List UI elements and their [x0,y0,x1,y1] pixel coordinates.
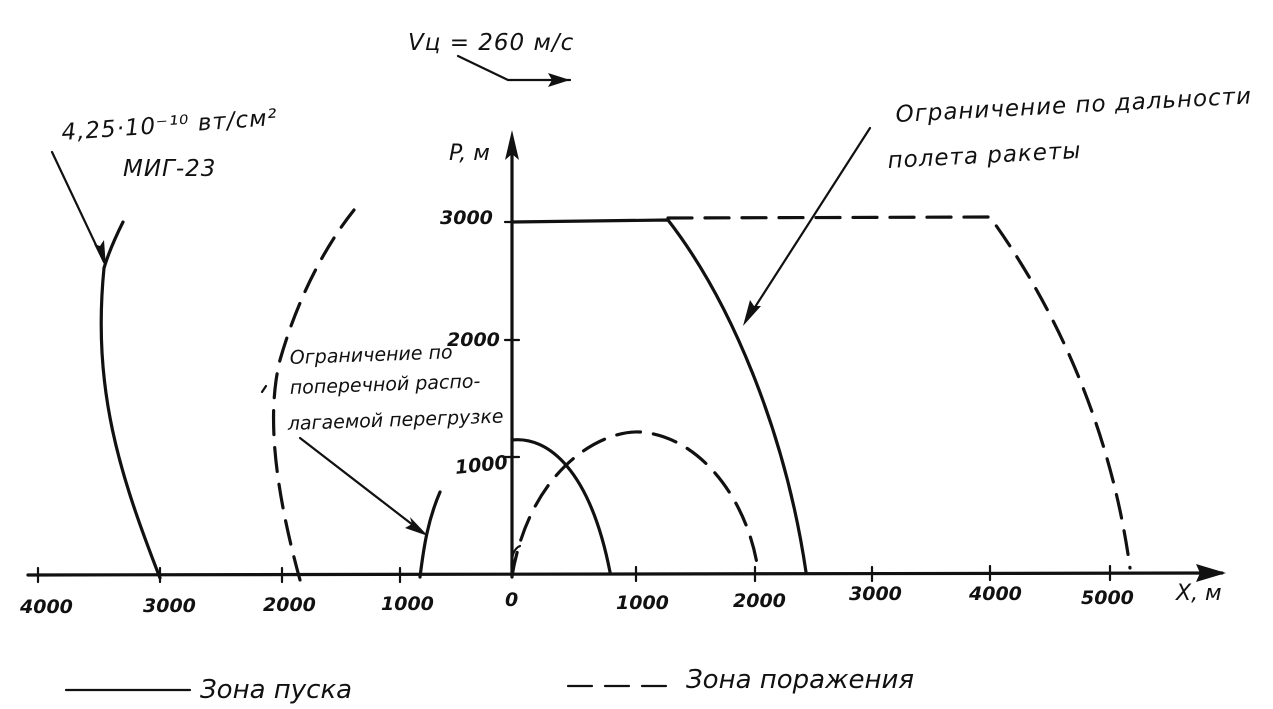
range-limit-label-line2: полета ракеты [887,138,1082,174]
speed-label: Vц = 260 м/c [408,30,574,56]
kill-zone-boundary [260,208,1132,582]
x-tick-label: 2000 [733,590,786,612]
launch-zone-boundary [99,218,808,580]
overload-limit-label-line1: Ограничение по [289,341,453,369]
x-tick-label: 5000 [1081,587,1134,609]
y-tick-label: 1000 [454,452,509,479]
range-limit-label-line1: Ограничение по дальности [895,83,1253,128]
overload-limit-label-line2: поперечной распо- [289,370,480,399]
x-tick-label: 3000 [143,595,196,617]
x-tick-label: 2000 [263,594,316,616]
x-tick-label: 3000 [849,583,902,605]
overload-limit-label-line3: лагаемой перегрузке [286,405,504,435]
legend-solid-label: Зона пуска [200,675,352,705]
x-tick-label: 4000 [19,596,73,618]
x-tick-label: 1000 [616,592,669,614]
signature-leader [50,150,106,268]
x-axis [26,564,1226,582]
y-tick-labels: 3000 2000 1000 [440,207,509,479]
speed-arrow [456,54,572,87]
legend-dashed-label: Зона поражения [686,665,914,695]
legend: Зона пуска Зона поражения [64,665,914,705]
x-axis-title: X, м [1175,581,1222,606]
overload-limit-leader [298,436,428,536]
y-tick-label: 2000 [447,329,500,351]
y-axis [505,130,519,579]
y-axis-title: P, м [449,141,490,166]
x-tick-label: 4000 [968,583,1022,605]
x-tick-labels: 4000 3000 2000 1000 0 1000 2000 3000 400… [19,583,1134,618]
range-limit-leader [743,126,872,326]
x-ticks [36,564,1112,584]
y-tick-label: 3000 [440,207,493,229]
x-tick-label: 0 [505,589,518,611]
x-tick-label: 1000 [381,593,434,615]
aircraft-label: МИГ-23 [123,156,216,182]
target-signature-label: 4,25·10⁻¹⁰ вт/см² [61,105,279,146]
